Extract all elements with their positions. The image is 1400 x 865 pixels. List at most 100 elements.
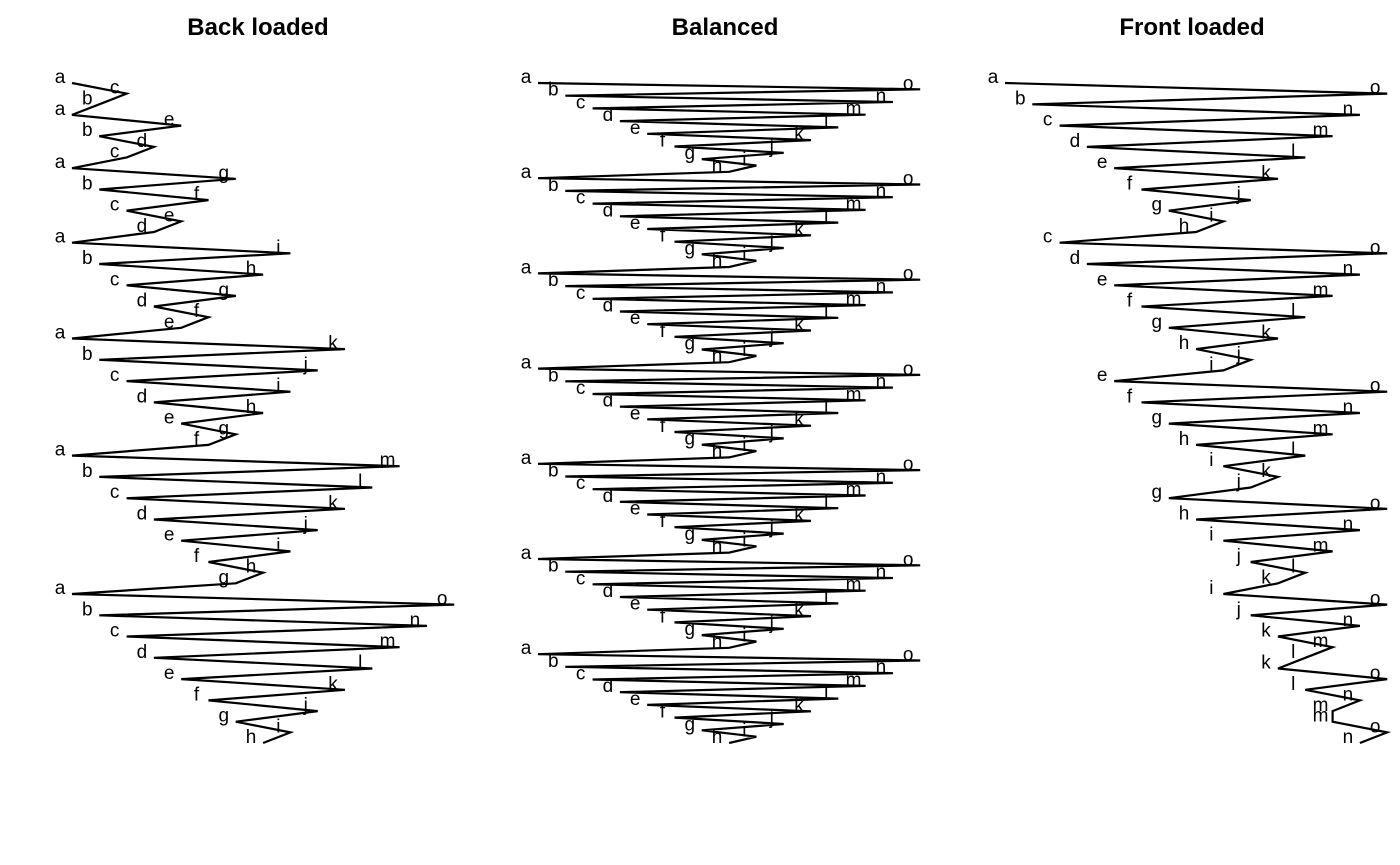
node-label: h xyxy=(712,727,723,748)
node-label: i xyxy=(1209,354,1213,375)
node-label: h xyxy=(712,632,723,653)
node-label: b xyxy=(548,461,559,482)
node-label: g xyxy=(685,429,696,450)
node-label: e xyxy=(630,594,641,615)
node-label: e xyxy=(630,689,641,710)
node-label: m xyxy=(846,99,862,120)
node-label: f xyxy=(194,546,200,567)
node-label: c xyxy=(576,92,586,113)
node-label: g xyxy=(1152,482,1163,503)
node-label: l xyxy=(824,587,828,608)
node-label: e xyxy=(630,499,641,520)
node-label: c xyxy=(110,142,120,163)
node-label: n xyxy=(876,562,887,583)
node-label: j xyxy=(769,422,774,443)
node-label: a xyxy=(55,440,66,461)
panel-title-balanced: Balanced xyxy=(672,14,779,41)
node-label: d xyxy=(137,504,148,525)
node-label: e xyxy=(164,663,175,684)
node-label: n xyxy=(1343,99,1354,120)
node-label: m xyxy=(846,289,862,310)
node-label: j xyxy=(1236,546,1241,567)
node-label: o xyxy=(1370,376,1381,397)
node-label: c xyxy=(576,568,586,589)
node-label: m xyxy=(1313,280,1329,301)
node-label: n xyxy=(1343,684,1354,705)
node-label: g xyxy=(685,714,696,735)
node-label: o xyxy=(1370,237,1381,258)
node-label: a xyxy=(521,638,532,659)
node-label: j xyxy=(1236,472,1241,493)
node-label: o xyxy=(1370,663,1381,684)
node-label: b xyxy=(548,270,559,291)
node-label: a xyxy=(55,152,66,173)
node-label: n xyxy=(876,276,887,297)
node-label: i xyxy=(276,535,280,556)
node-label: l xyxy=(1291,440,1295,461)
node-label: e xyxy=(1097,152,1108,173)
node-label: a xyxy=(55,578,66,599)
node-label: j xyxy=(303,354,308,375)
node-label: l xyxy=(1291,674,1295,695)
node-label: a xyxy=(521,448,532,469)
node-label: g xyxy=(219,418,230,439)
node-label: f xyxy=(1127,386,1133,407)
panel-front-loaded: Front loaded aobncmdlekfjgihcodnemflgkhj… xyxy=(988,14,1392,748)
panel-title-back-loaded: Back loaded xyxy=(187,14,328,41)
node-label: i xyxy=(742,435,746,456)
node-label: c xyxy=(110,78,120,99)
node-label: j xyxy=(1236,344,1241,365)
node-label: f xyxy=(1127,174,1133,195)
node-label: j xyxy=(1236,599,1241,620)
node-label: i xyxy=(1209,205,1213,226)
node-label: l xyxy=(824,207,828,228)
node-label: b xyxy=(548,80,559,101)
node-label: a xyxy=(521,543,532,564)
node-label: a xyxy=(521,353,532,374)
node-label: h xyxy=(712,537,723,558)
node-label: h xyxy=(1179,333,1190,354)
node-label: o xyxy=(903,359,914,380)
node-label: j xyxy=(769,137,774,158)
node-label: i xyxy=(742,150,746,171)
node-label: a xyxy=(55,227,66,248)
panel-back-loaded: Back loaded acbaebdcagbfcedaibhcgdfeakbj… xyxy=(55,14,455,748)
node-label: e xyxy=(1097,365,1108,386)
node-label: j xyxy=(769,327,774,348)
node-label: c xyxy=(1043,227,1053,248)
node-label: c xyxy=(1043,110,1053,131)
node-label: i xyxy=(742,530,746,551)
panel-back-loaded-paths: acbaebdcagbfcedaibhcgdfeakbjcidhegfamblc… xyxy=(55,67,455,748)
node-label: h xyxy=(246,397,257,418)
node-label: c xyxy=(110,482,120,503)
node-label: k xyxy=(794,219,804,240)
node-label: o xyxy=(903,454,914,475)
node-label: c xyxy=(110,195,120,216)
node-label: a xyxy=(55,99,66,120)
node-label: h xyxy=(1179,429,1190,450)
node-label: a xyxy=(521,257,532,278)
node-label: m xyxy=(846,194,862,215)
node-label: h xyxy=(246,557,257,578)
node-label: m xyxy=(1313,695,1329,716)
node-label: o xyxy=(903,264,914,285)
node-label: f xyxy=(1127,291,1133,312)
node-label: e xyxy=(630,213,641,234)
node-label: l xyxy=(1291,142,1295,163)
node-label: b xyxy=(548,651,559,672)
node-label: i xyxy=(1209,578,1213,599)
node-label: j xyxy=(769,708,774,729)
node-label: i xyxy=(1209,450,1213,471)
node-label: g xyxy=(219,280,230,301)
node-label: c xyxy=(576,283,586,304)
node-label: i xyxy=(1209,525,1213,546)
node-label: m xyxy=(380,631,396,652)
node-label: d xyxy=(1070,131,1081,152)
node-label: d xyxy=(603,581,614,602)
node-label: d xyxy=(603,200,614,221)
node-label: h xyxy=(1179,504,1190,525)
node-label: g xyxy=(685,619,696,640)
node-label: k xyxy=(1261,621,1271,642)
node-label: l xyxy=(824,111,828,132)
node-label: m xyxy=(1313,706,1329,727)
